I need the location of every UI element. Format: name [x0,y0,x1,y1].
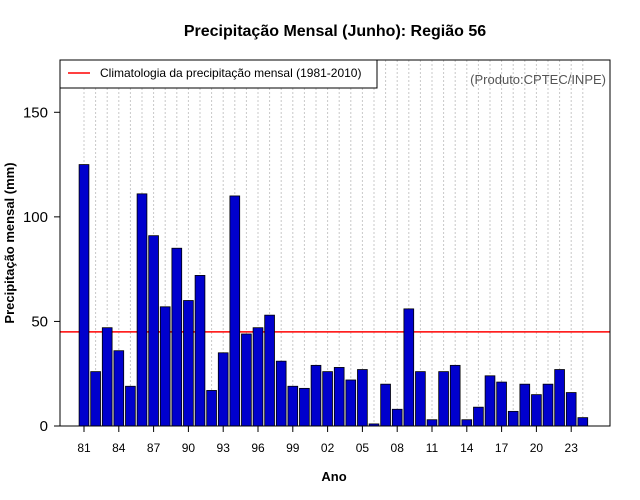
x-tick-label: 93 [217,441,231,455]
x-tick-label: 17 [495,441,509,455]
bars [78,164,589,427]
bar [136,193,148,427]
x-tick-label: 14 [460,441,474,455]
bar [380,383,391,427]
x-tick-label: 87 [147,441,161,455]
bar [449,364,461,427]
x-tick-label: 99 [286,441,300,455]
x-tick-label: 96 [251,441,265,455]
x-tick-label: 05 [356,441,370,455]
bar [403,308,415,427]
bar [206,390,217,427]
bar [531,394,542,427]
bar [113,350,125,427]
y-axis-label: Precipitação mensal (mm) [2,162,17,323]
bar [415,371,426,427]
y-tick-label: 100 [23,209,48,226]
bar [542,383,554,427]
y-tick-label: 150 [23,104,48,121]
bar [438,371,449,427]
bar [287,385,299,427]
x-tick-label: 08 [391,441,405,455]
x-tick-label: 90 [182,441,196,455]
legend: Climatologia da precipitação mensal (198… [59,59,378,89]
bar [78,164,90,427]
legend-box [59,59,378,89]
bar [90,371,101,427]
bar [148,235,159,427]
bar [473,406,484,427]
x-tick-label: 11 [426,441,439,455]
x-tick-label: 02 [321,441,335,455]
bar [299,387,310,427]
bar [507,410,519,427]
bar [229,195,241,427]
bar [496,381,507,427]
bar [426,419,438,427]
bar [310,364,322,427]
bar [159,306,171,427]
bar [275,360,287,427]
y-tick-label: 0 [40,418,48,435]
x-tick-label: 84 [112,441,126,455]
bar [519,383,531,427]
bar [194,275,206,427]
bar [577,417,589,427]
bar [461,419,473,427]
bar [484,375,496,427]
x-tick-label: 20 [530,441,544,455]
chart-title: Precipitação Mensal (Junho): Região 56 [184,23,486,40]
bar [217,352,229,427]
bar [333,367,345,427]
bar [322,371,333,427]
y-axis: 0 50 100 150 [23,104,60,435]
credit-text: (Produto:CPTEC/INPE) [470,72,606,87]
bar [565,392,577,427]
bar [357,369,368,427]
bar [183,300,194,427]
x-axis-label: Ano [321,469,346,484]
bar [252,327,264,427]
bar [264,314,275,427]
y-tick-label: 50 [31,313,48,330]
bar [101,327,113,427]
bar [125,385,136,427]
legend-label: Climatologia da precipitação mensal (198… [100,66,361,80]
bar [241,333,252,427]
bar [391,408,403,427]
bar [345,379,357,427]
x-tick-label: 81 [77,441,91,455]
x-axis: 81 84 87 90 93 96 99 02 05 08 11 14 17 20 23 [77,426,578,455]
bar [171,247,183,427]
x-tick-label: 23 [565,441,579,455]
bar [554,369,565,427]
